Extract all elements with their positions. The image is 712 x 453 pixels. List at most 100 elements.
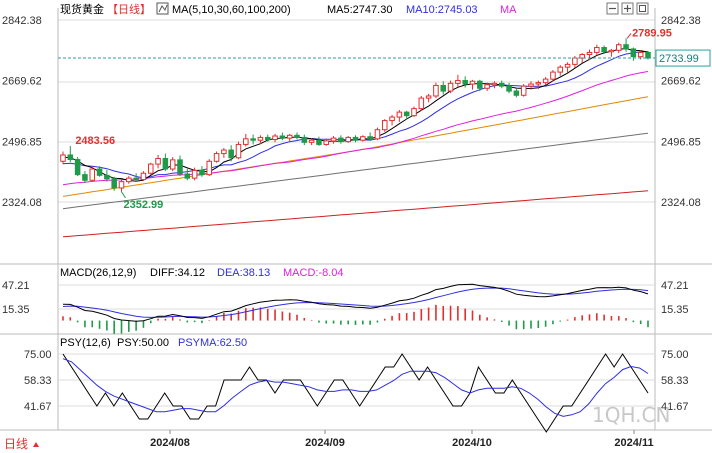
symbol-label: 现货黄金 [60, 2, 104, 16]
candle [557, 65, 564, 76]
candle [140, 171, 147, 181]
high-annotation-leader [626, 33, 632, 39]
candle [469, 79, 476, 90]
low-annotation-leader [121, 191, 126, 199]
candle [199, 166, 205, 177]
candle [403, 110, 410, 120]
maximize-icon[interactable] [636, 2, 649, 15]
macd-title: MACD(26,12,9) [60, 267, 136, 279]
candle [169, 157, 176, 172]
chart-line-icon [158, 4, 168, 13]
candle [484, 82, 490, 92]
ma100-line [62, 132, 649, 210]
psy-tick-left: 75.00 [24, 349, 52, 361]
candle [147, 162, 154, 175]
candle [498, 80, 505, 89]
macd-legend: MACD(26,12,9) DIFF:34.12 DEA:38.13 MACD:… [60, 267, 344, 279]
candle [235, 141, 242, 160]
candle [82, 171, 88, 184]
x-tick-label: 2024/10 [452, 437, 492, 449]
diff-line [62, 283, 649, 322]
candle [206, 159, 213, 177]
candle [550, 69, 556, 82]
candle [594, 44, 600, 56]
settings-box-icon[interactable] [156, 2, 169, 15]
candle [191, 167, 198, 181]
main-panel-grid [0, 8, 712, 431]
macd-diff-label: DIFF:34.12 [150, 267, 205, 279]
psy-tick-left: 41.67 [24, 401, 52, 413]
price-tick-left: 2842.38 [2, 15, 42, 27]
high-annotation: 2789.95 [632, 27, 672, 39]
candle [440, 81, 447, 95]
psy-axis: 75.00 75.00 58.33 58.33 41.67 41.67 [24, 349, 689, 413]
candle [601, 45, 607, 54]
psyma-value-label: PSYMA:62.50 [178, 337, 247, 349]
ma60-line [62, 96, 649, 197]
candle [118, 179, 125, 192]
candle [316, 136, 322, 146]
psy-legend: PSY(12,6) PSY:50.00 PSYMA:62.50 [60, 337, 247, 349]
ma5-label: MA5:2747.30 [327, 4, 392, 16]
psy-tick-right: 75.00 [661, 349, 689, 361]
candle [177, 155, 183, 177]
price-tick-right: 2842.38 [661, 15, 701, 27]
candle [221, 147, 227, 158]
macd-dea-label: DEA:38.13 [217, 267, 270, 279]
candle [126, 176, 132, 184]
ma10-label: MA10:2745.03 [406, 4, 478, 16]
psy-panel [62, 353, 649, 433]
candle [162, 153, 169, 172]
candle [630, 47, 637, 61]
price-tick-right: 2496.85 [661, 136, 701, 148]
psy-tick-right: 41.67 [661, 401, 689, 413]
candle [213, 151, 220, 163]
left-high-annotation: 2483.56 [75, 135, 115, 147]
candle [352, 135, 359, 143]
ma30-line [62, 71, 649, 186]
window-toolbar [606, 2, 649, 15]
macd-axis: 47.21 47.21 15.35 15.35 [2, 280, 689, 316]
candle [608, 48, 615, 57]
indicator-label: MA(5,10,30,60,100,200) [172, 4, 291, 16]
minus-icon[interactable] [606, 2, 619, 15]
price-tick-left: 2669.62 [2, 76, 42, 88]
period-button[interactable]: 日线 [4, 437, 39, 451]
caret-up-icon[interactable] [33, 442, 39, 447]
period-button-label[interactable]: 日线 [4, 437, 28, 451]
period-label[interactable]: 【日线】 [107, 2, 151, 16]
candle [286, 133, 293, 142]
candle [301, 134, 308, 146]
candle [374, 127, 381, 141]
psy-title: PSY(12,6) [60, 337, 111, 349]
candle [257, 135, 264, 145]
candle [528, 81, 534, 90]
candle [60, 151, 66, 165]
candle [579, 53, 585, 63]
candle [615, 42, 622, 54]
price-tick-right: 2669.62 [661, 76, 701, 88]
candle [184, 169, 191, 181]
candle [96, 166, 103, 177]
candle [491, 81, 498, 89]
candle [89, 166, 96, 182]
main-legend: 现货黄金 【日线】 MA(5,10,30,60,100,200) MA5:274… [60, 2, 517, 16]
psy-line [62, 353, 649, 433]
candle [272, 133, 278, 143]
candle [396, 110, 403, 122]
psy-tick-right: 58.33 [661, 375, 689, 387]
candle [345, 136, 351, 144]
macd-tick-left: 15.35 [2, 304, 30, 316]
candle [623, 38, 629, 52]
candle [477, 79, 483, 92]
macd-tick-right: 15.35 [661, 304, 689, 316]
candle [520, 84, 527, 97]
candle [243, 133, 249, 147]
ma-more-label: MA [500, 4, 517, 16]
ma200-line [62, 190, 649, 238]
candle [542, 77, 549, 86]
candle [104, 170, 110, 182]
candle [513, 88, 520, 98]
plus-icon[interactable] [621, 2, 634, 15]
